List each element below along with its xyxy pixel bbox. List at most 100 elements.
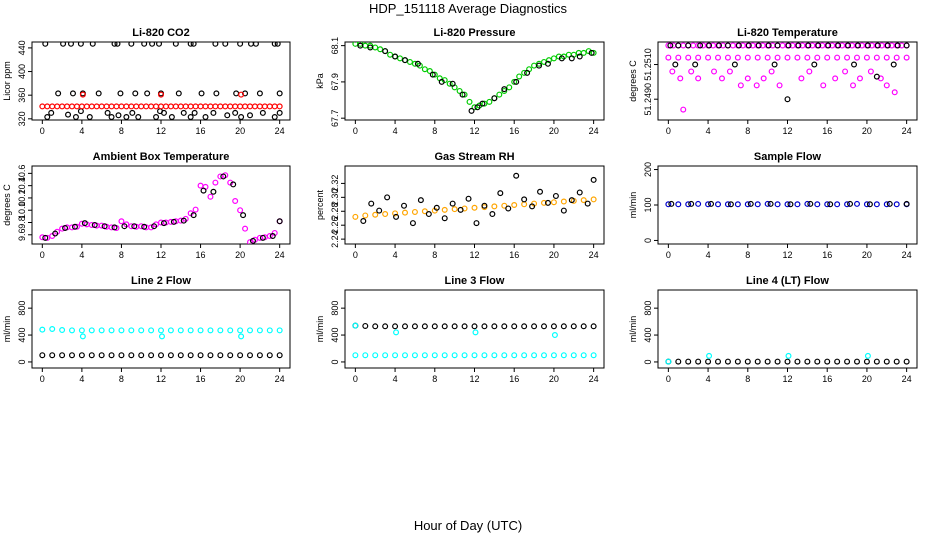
data-point [129, 109, 136, 116]
data-point [787, 201, 794, 208]
data-point [449, 200, 456, 207]
data-point [511, 323, 518, 330]
data-point [724, 201, 731, 208]
data-point [451, 206, 458, 213]
data-point [545, 57, 552, 64]
data-point [180, 109, 187, 116]
data-point [844, 201, 851, 208]
data-point [276, 109, 283, 116]
data-point [734, 54, 741, 61]
y-axis-label: Licor ppm [2, 61, 12, 101]
markers [665, 352, 910, 365]
data-point [242, 225, 249, 232]
data-point [233, 90, 240, 97]
y-tick-label: 2.28 [330, 203, 340, 221]
data-point [68, 352, 75, 359]
data-point [449, 80, 456, 87]
data-point [156, 42, 163, 47]
data-point [459, 91, 466, 98]
data-point [240, 212, 247, 219]
data-point [491, 203, 498, 210]
data-point [81, 220, 88, 227]
data-point [213, 90, 220, 97]
data-point [143, 103, 150, 110]
data-point [764, 358, 771, 365]
panel-title: Sample Flow [754, 151, 822, 163]
data-point [854, 42, 861, 49]
data-point [393, 213, 400, 220]
y-tick-label: 400 [643, 328, 653, 343]
data-point [357, 42, 364, 49]
data-point [128, 352, 135, 359]
data-point [844, 54, 851, 61]
data-point [724, 54, 731, 61]
x-tick-label: 0 [40, 126, 45, 136]
x-tick-label: 20 [862, 126, 872, 136]
data-point [117, 90, 124, 97]
y-tick-label: 67.7 [330, 109, 340, 127]
data-point [820, 82, 827, 89]
data-point [851, 61, 858, 68]
data-point [362, 322, 369, 329]
data-point [894, 42, 901, 49]
data-point [540, 199, 547, 206]
series-temp-black [667, 42, 910, 103]
data-point [544, 60, 551, 67]
data-point [372, 211, 379, 218]
data-point [182, 103, 189, 110]
data-point [197, 327, 204, 334]
data-point [883, 358, 890, 365]
data-point [411, 323, 418, 330]
data-point [771, 61, 778, 68]
data-point [497, 190, 504, 197]
panel-title: Li-820 Pressure [434, 27, 516, 39]
data-point [132, 90, 139, 97]
x-tick-label: 20 [235, 126, 245, 136]
data-point [695, 200, 702, 207]
data-point [121, 223, 128, 230]
panel-4: Ambient Box Temperature degrees C 0 4 8 12 16 2… [2, 151, 291, 260]
data-point [62, 225, 69, 232]
data-point [834, 201, 841, 208]
data-point [148, 352, 155, 359]
series-line3-cyan-dips [352, 322, 558, 339]
data-point [903, 358, 910, 365]
data-point [737, 82, 744, 89]
y-tick-label: 200 [643, 162, 653, 177]
data-point [382, 48, 389, 55]
data-point [118, 103, 125, 110]
data-point [192, 206, 199, 213]
data-point [402, 352, 409, 359]
series-line4-black [665, 358, 910, 365]
data-point [49, 103, 56, 110]
data-point [271, 42, 278, 47]
data-point [83, 103, 90, 110]
data-point [177, 352, 184, 359]
data-point [42, 234, 49, 241]
data-point [814, 358, 821, 365]
data-point [550, 352, 557, 359]
data-point [71, 223, 78, 230]
data-point [794, 201, 801, 208]
data-point [77, 42, 84, 47]
data-point [207, 103, 214, 110]
data-point [481, 202, 488, 209]
data-point [863, 201, 870, 208]
data-point [491, 323, 498, 330]
y-tick-label: 2.24 [330, 230, 340, 248]
data-point [824, 54, 831, 61]
data-point [128, 103, 135, 110]
data-point [79, 333, 86, 340]
data-point [891, 89, 898, 96]
data-point [734, 358, 741, 365]
data-point [856, 75, 863, 82]
data-point [172, 42, 179, 47]
y-tick-label: 360 [17, 88, 27, 103]
data-point [123, 114, 130, 120]
data-point [187, 114, 194, 120]
data-point [88, 352, 95, 359]
data-point [784, 96, 791, 103]
data-point [158, 352, 165, 359]
x-tick-label: 12 [156, 126, 166, 136]
data-point [431, 352, 438, 359]
